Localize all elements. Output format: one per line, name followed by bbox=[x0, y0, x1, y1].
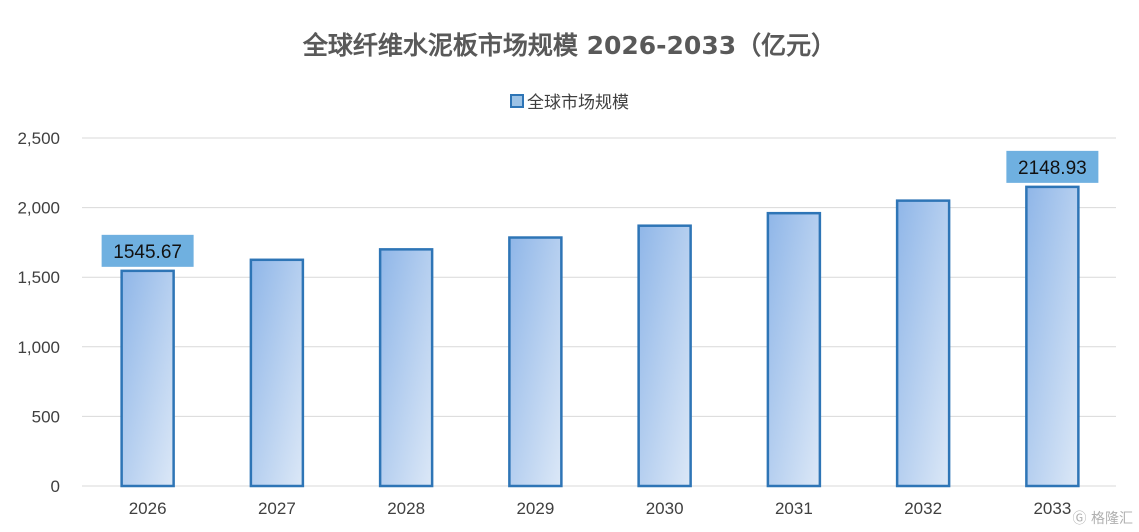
data-label-box bbox=[101, 234, 194, 267]
x-tick-label: 2030 bbox=[646, 499, 684, 518]
x-tick-label: 2027 bbox=[258, 499, 296, 518]
legend-label: 全球市场规模 bbox=[527, 93, 629, 113]
y-tick-label: 1,500 bbox=[17, 268, 60, 287]
legend-swatch bbox=[510, 94, 524, 108]
data-labels: 1545.67 2148.93 bbox=[101, 150, 1099, 267]
x-tick-label: 2028 bbox=[387, 499, 425, 518]
x-axis-ticks: 2026 2027 2028 2029 2030 2031 2032 2033 bbox=[129, 499, 1072, 518]
chart-title: 全球纤维水泥板市场规模 2026-2033（亿元） bbox=[302, 31, 837, 60]
bar-2033 bbox=[1025, 185, 1080, 488]
bar-2028 bbox=[378, 248, 434, 488]
y-tick-label: 2,500 bbox=[17, 129, 60, 148]
data-label-text: 1545.67 bbox=[113, 242, 182, 263]
bar-2030 bbox=[637, 224, 692, 488]
y-tick-label: 2,000 bbox=[17, 199, 60, 218]
x-tick-label: 2031 bbox=[775, 499, 813, 518]
bar-2032 bbox=[895, 199, 951, 488]
legend: 全球市场规模 bbox=[0, 88, 1139, 113]
bars bbox=[120, 185, 1080, 488]
x-tick-label: 2026 bbox=[129, 499, 167, 518]
watermark-text: 格隆汇 bbox=[1091, 511, 1133, 527]
bar-2027 bbox=[249, 258, 305, 488]
data-label-2033: 2148.93 bbox=[1006, 150, 1099, 183]
gridlines bbox=[82, 137, 1116, 487]
y-axis-ticks: 0 500 1,000 1,500 2,000 2,500 bbox=[17, 129, 60, 496]
data-label-box bbox=[1006, 150, 1099, 183]
watermark-logo: Ⓖ 格隆汇 bbox=[1073, 508, 1133, 528]
x-tick-label: 2029 bbox=[516, 499, 554, 518]
y-tick-label: 1,000 bbox=[17, 338, 60, 357]
bar-2029 bbox=[508, 236, 563, 488]
bar-2031 bbox=[766, 211, 822, 488]
y-tick-label: 500 bbox=[32, 407, 60, 426]
y-tick-label: 0 bbox=[51, 477, 60, 496]
data-label-text: 2148.93 bbox=[1018, 158, 1087, 179]
x-tick-label: 2032 bbox=[904, 499, 942, 518]
bar-2026 bbox=[120, 269, 175, 488]
watermark-icon: Ⓖ bbox=[1072, 511, 1091, 527]
data-label-2026: 1545.67 bbox=[101, 234, 194, 267]
x-tick-label: 2033 bbox=[1033, 499, 1071, 518]
